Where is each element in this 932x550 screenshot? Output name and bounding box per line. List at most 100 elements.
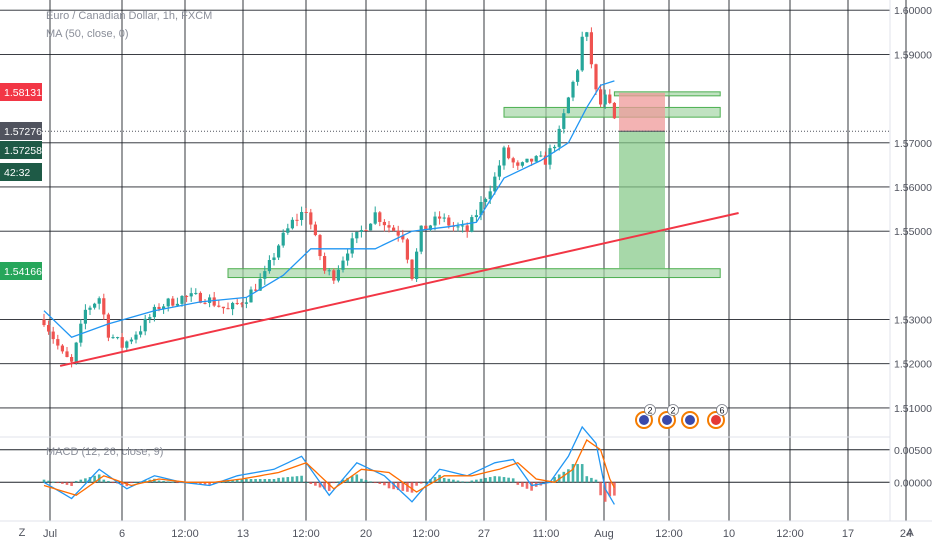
flag-eu-icon[interactable]: 2 (635, 404, 656, 429)
candle-body (65, 351, 69, 358)
economic-events[interactable]: 2 2 6 (635, 404, 728, 429)
candle-body (295, 219, 299, 221)
price-tick-label: 1.60000 (894, 5, 932, 17)
candle-body (424, 225, 428, 230)
macd-histogram-bar (226, 480, 230, 483)
candle-body (290, 219, 294, 229)
macd-axis[interactable]: 0.00500 0.00000 (894, 445, 932, 490)
candle-body (148, 317, 152, 319)
candle-body (139, 331, 143, 335)
macd-signal-line (43, 439, 615, 497)
candle-body (88, 307, 92, 310)
resistance-zone[interactable] (503, 106, 721, 118)
candle-body (599, 89, 603, 105)
candle-body (507, 147, 511, 159)
candle-body (557, 128, 561, 147)
time-tick-label: 12:00 (412, 528, 440, 540)
time-tick-label: 12:00 (776, 528, 804, 540)
time-tick-label: 17 (842, 528, 854, 540)
macd-histogram-bar (199, 482, 202, 484)
price-badge-text: 1.57276 (4, 126, 42, 138)
upper-zone[interactable] (613, 91, 721, 97)
short-position-tool[interactable] (0, 92, 890, 269)
candle-body (198, 292, 202, 303)
macd-histogram-bar (93, 475, 96, 483)
macd-histogram-bar (171, 481, 175, 483)
macd-histogram-bar (507, 477, 510, 483)
macd-histogram-bar (332, 482, 336, 484)
candle-body (102, 298, 106, 315)
macd-histogram-bar (249, 479, 253, 483)
candle-body (525, 158, 529, 163)
price-badge-text: 1.54166 (4, 266, 42, 278)
candle-body (249, 289, 253, 303)
stop-loss-area[interactable] (619, 92, 665, 132)
candle-body (212, 297, 216, 306)
candle-body (346, 253, 350, 261)
macd-histogram-bar (245, 479, 248, 483)
symbol-title[interactable]: Euro / Canadian Dollar, 1h, FXCM (46, 10, 213, 22)
price-axis[interactable]: 1.60000 1.59000 1.57000 1.56000 1.55000 1.530… (894, 5, 932, 415)
flag-eu-icon[interactable]: 2 (658, 404, 679, 429)
time-axis[interactable]: Jul 6 12:00 13 12:00 20 12:00 27 11:00 Aug 12:00 10… (43, 528, 912, 540)
candle-body (272, 257, 276, 261)
candle-body (415, 251, 419, 279)
candle-body (258, 278, 262, 291)
macd-histogram-bar (235, 479, 239, 483)
macd-histogram-bar (465, 482, 469, 484)
candle-body (488, 191, 492, 200)
candle-body (51, 331, 55, 340)
event-count: 2 (647, 406, 652, 416)
candle-body (355, 231, 359, 239)
candle-body (612, 102, 616, 119)
macd-histogram-bar (56, 482, 60, 484)
time-tick-label: 6 (119, 528, 125, 540)
macd-histogram-bar (304, 482, 308, 484)
macd-histogram-bar (433, 477, 437, 483)
macd-histogram-bar (268, 479, 271, 483)
candle-body (364, 230, 368, 232)
macd-histogram-bar (74, 480, 78, 483)
macd-histogram-bar (254, 479, 257, 483)
candle-body (502, 147, 506, 166)
auto-scale-button[interactable]: A (906, 527, 914, 539)
macd-histogram-bar (396, 482, 400, 491)
trendline[interactable] (59, 212, 739, 367)
flag-ca-icon[interactable]: 6 (707, 404, 728, 429)
macd-histogram-bar (341, 479, 345, 483)
candle-body (511, 158, 515, 163)
macd-histogram-bar (461, 481, 464, 483)
candle-body (516, 162, 520, 166)
candlestick-series (42, 27, 616, 368)
candle-body (111, 337, 115, 339)
macd-indicator-label[interactable]: MACD (12, 26, close, 9) (46, 446, 164, 458)
macd-histogram-bar (277, 477, 280, 483)
candle-body (428, 225, 432, 230)
macd-histogram-bar (70, 482, 73, 486)
price-badge (0, 163, 42, 181)
flag-eu-icon[interactable] (681, 411, 699, 429)
candle-body (240, 303, 244, 305)
take-profit-area[interactable] (619, 131, 665, 269)
macd-histogram-bar (176, 482, 179, 484)
candle-body (543, 155, 547, 165)
price-tick-label: 1.53000 (894, 315, 932, 327)
macd-histogram-bar (475, 479, 478, 483)
time-tick-label: 10 (723, 528, 735, 540)
macd-histogram-bar (603, 482, 607, 502)
candle-body (313, 224, 317, 236)
macd-histogram-bar (355, 474, 359, 483)
event-count: 6 (719, 406, 724, 416)
candle-body (350, 238, 354, 254)
macd-histogram-bar (318, 482, 322, 488)
price-tick-label: 1.52000 (894, 359, 932, 371)
ma-indicator-label[interactable]: MA (50, close, 0) (46, 28, 129, 40)
candle-body (116, 337, 120, 339)
timezone-corner[interactable]: Z (19, 527, 26, 539)
price-badge-text: 1.57258 (4, 145, 42, 157)
candle-body (530, 158, 534, 162)
candle-body (589, 32, 593, 65)
candle-body (341, 260, 345, 270)
